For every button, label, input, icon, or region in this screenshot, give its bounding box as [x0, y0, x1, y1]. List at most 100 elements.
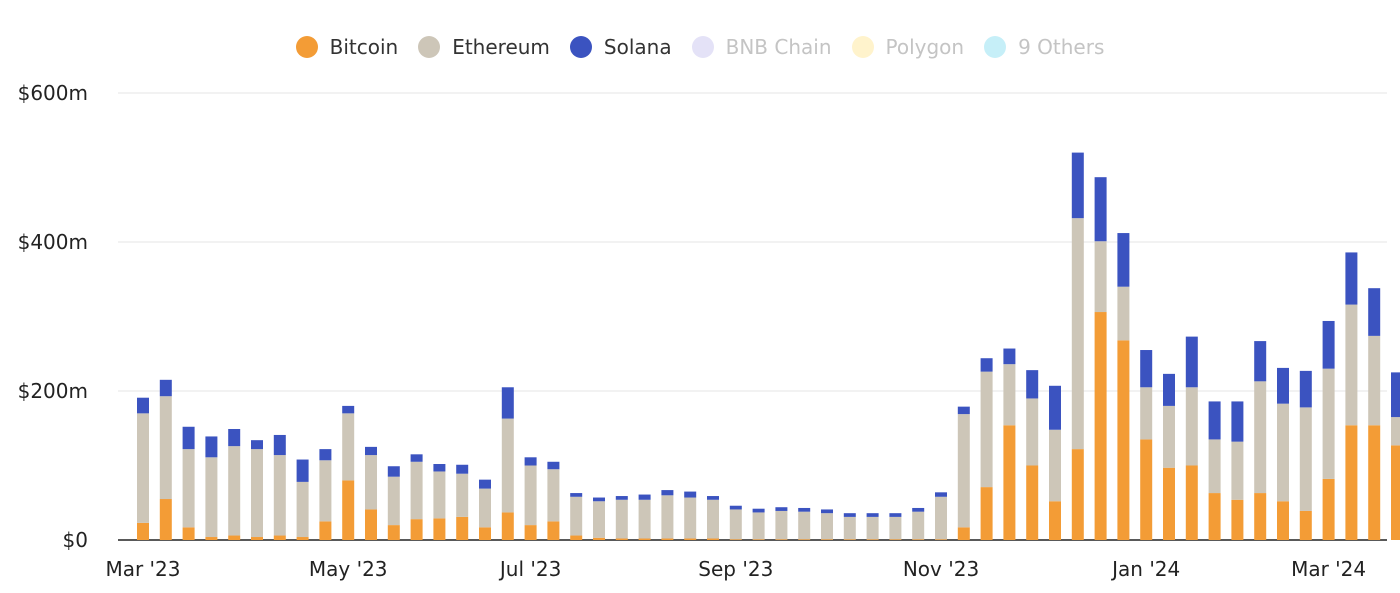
bar-segment-solana[interactable] [570, 493, 583, 497]
bar-segment-solana[interactable] [1094, 177, 1107, 242]
bar-segment-ethereum[interactable] [1049, 429, 1061, 502]
bar-segment-bitcoin[interactable] [228, 535, 241, 540]
bar-segment-solana[interactable] [1391, 372, 1400, 418]
bar-segment-ethereum[interactable] [1163, 405, 1175, 468]
bar-segment-bitcoin[interactable] [456, 516, 469, 540]
bar-segment-bitcoin[interactable] [1322, 478, 1335, 540]
bar-segment-solana[interactable] [137, 397, 149, 414]
bar-segment-solana[interactable] [1117, 233, 1130, 287]
bar-segment-solana[interactable] [866, 513, 879, 517]
bar-segment-solana[interactable] [1140, 350, 1153, 388]
bar-segment-ethereum[interactable] [365, 455, 377, 510]
bar-segment-ethereum[interactable] [433, 471, 446, 519]
bar-segment-ethereum[interactable] [1071, 218, 1084, 450]
bar-segment-ethereum[interactable] [319, 460, 332, 522]
legend-item-polygon[interactable]: Polygon [851, 35, 964, 59]
bar-segment-ethereum[interactable] [1368, 335, 1381, 426]
bar-segment-solana[interactable] [1299, 370, 1312, 408]
bar-segment-ethereum[interactable] [479, 488, 491, 528]
legend-item-others[interactable]: 9 Others [984, 35, 1104, 59]
bar-segment-ethereum[interactable] [889, 516, 902, 540]
bar-segment-solana[interactable] [1049, 385, 1061, 430]
bar-segment-solana[interactable] [479, 479, 491, 489]
bar-segment-bitcoin[interactable] [1299, 510, 1312, 540]
bar-segment-ethereum[interactable] [137, 413, 149, 523]
legend-item-ethereum[interactable]: Ethereum [418, 35, 550, 59]
bar-segment-solana[interactable] [707, 496, 719, 500]
bar-segment-ethereum[interactable] [570, 496, 583, 536]
bar-segment-bitcoin[interactable] [1163, 467, 1175, 540]
bar-segment-bitcoin[interactable] [1140, 439, 1153, 540]
bar-segment-bitcoin[interactable] [821, 539, 833, 540]
bar-segment-ethereum[interactable] [935, 496, 947, 540]
bar-segment-solana[interactable] [775, 507, 788, 511]
bar-segment-bitcoin[interactable] [935, 539, 947, 540]
bar-segment-bitcoin[interactable] [137, 522, 149, 540]
bar-segment-solana[interactable] [433, 464, 446, 472]
bar-segment-ethereum[interactable] [182, 449, 195, 528]
bar-segment-solana[interactable] [1322, 320, 1335, 369]
bar-segment-solana[interactable] [1208, 401, 1221, 440]
bar-segment-bitcoin[interactable] [661, 538, 674, 540]
bar-segment-bitcoin[interactable] [410, 519, 423, 540]
bar-segment-ethereum[interactable] [729, 509, 742, 540]
bar-segment-bitcoin[interactable] [433, 518, 446, 540]
bar-segment-ethereum[interactable] [524, 465, 537, 526]
bar-segment-solana[interactable] [638, 494, 651, 500]
bar-segment-bitcoin[interactable] [1117, 340, 1130, 540]
bar-segment-solana[interactable] [205, 436, 218, 458]
bar-segment-solana[interactable] [524, 457, 537, 466]
bar-segment-bitcoin[interactable] [615, 538, 628, 540]
bar-segment-ethereum[interactable] [410, 461, 423, 520]
bar-segment-bitcoin[interactable] [1254, 493, 1267, 540]
bar-segment-ethereum[interactable] [684, 497, 697, 539]
bar-segment-solana[interactable] [661, 490, 674, 496]
bar-segment-solana[interactable] [1277, 367, 1289, 404]
bar-segment-solana[interactable] [593, 497, 605, 502]
legend-item-bitcoin[interactable]: Bitcoin [295, 35, 398, 59]
bar-segment-ethereum[interactable] [707, 499, 719, 539]
bar-segment-ethereum[interactable] [1208, 439, 1221, 494]
bar-segment-ethereum[interactable] [866, 516, 879, 540]
bar-segment-bitcoin[interactable] [570, 535, 583, 540]
bar-segment-ethereum[interactable] [593, 501, 605, 538]
bar-segment-ethereum[interactable] [342, 413, 355, 481]
bar-segment-solana[interactable] [729, 505, 742, 510]
bar-segment-bitcoin[interactable] [205, 537, 218, 540]
bar-segment-solana[interactable] [319, 449, 332, 461]
bar-segment-solana[interactable] [1026, 370, 1039, 399]
bar-segment-bitcoin[interactable] [1391, 445, 1400, 540]
bar-segment-ethereum[interactable] [661, 495, 674, 539]
bar-segment-solana[interactable] [1345, 252, 1358, 305]
bar-segment-bitcoin[interactable] [1003, 425, 1016, 540]
bar-segment-solana[interactable] [684, 491, 697, 498]
bar-segment-solana[interactable] [957, 406, 970, 415]
bar-segment-bitcoin[interactable] [342, 480, 355, 540]
bar-segment-solana[interactable] [1163, 373, 1175, 406]
bar-segment-ethereum[interactable] [1185, 387, 1198, 466]
bar-segment-bitcoin[interactable] [1277, 501, 1289, 540]
bar-segment-ethereum[interactable] [1117, 286, 1130, 341]
bar-segment-bitcoin[interactable] [752, 539, 765, 540]
bar-segment-ethereum[interactable] [296, 481, 309, 538]
bar-segment-ethereum[interactable] [159, 396, 172, 500]
bar-segment-solana[interactable] [1368, 288, 1381, 336]
bar-segment-ethereum[interactable] [456, 473, 469, 517]
bar-segment-ethereum[interactable] [1026, 398, 1039, 466]
bar-segment-bitcoin[interactable] [1231, 499, 1244, 540]
bar-segment-solana[interactable] [365, 446, 377, 456]
bar-segment-ethereum[interactable] [775, 510, 788, 540]
bar-segment-bitcoin[interactable] [684, 538, 697, 540]
bar-segment-solana[interactable] [501, 387, 514, 419]
bar-segment-ethereum[interactable] [251, 449, 263, 538]
bar-segment-bitcoin[interactable] [729, 539, 742, 540]
bar-segment-solana[interactable] [980, 358, 993, 372]
bar-segment-solana[interactable] [615, 496, 628, 500]
bar-segment-ethereum[interactable] [547, 469, 560, 522]
bar-segment-bitcoin[interactable] [1345, 425, 1358, 540]
bar-segment-bitcoin[interactable] [638, 538, 651, 540]
bar-segment-ethereum[interactable] [1140, 387, 1153, 440]
bar-segment-solana[interactable] [296, 459, 309, 482]
bar-segment-ethereum[interactable] [387, 476, 400, 526]
bar-segment-bitcoin[interactable] [1368, 425, 1381, 540]
